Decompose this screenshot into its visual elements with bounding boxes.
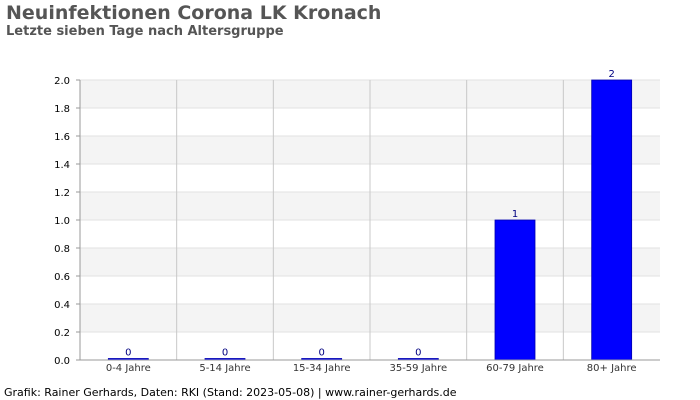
data-label: 2	[608, 69, 614, 80]
y-tick-label: 1.8	[54, 104, 70, 115]
bars	[107, 79, 633, 361]
y-tick-label: 0.4	[54, 300, 70, 311]
y-tick-label: 2.0	[54, 76, 70, 87]
data-label: 0	[125, 348, 131, 359]
data-label: 0	[318, 348, 324, 359]
x-tick-label: 80+ Jahre	[587, 363, 637, 374]
data-label: 1	[512, 209, 518, 220]
x-tick-label: 5-14 Jahre	[199, 363, 250, 374]
vertical-gridlines	[176, 80, 564, 360]
y-tick-label: 0.8	[54, 244, 70, 255]
y-tick-label: 0.6	[54, 272, 70, 283]
y-tick-label: 1.4	[54, 160, 70, 171]
x-tick-label: 60-79 Jahre	[486, 363, 544, 374]
source-credit: Grafik: Rainer Gerhards, Daten: RKI (Sta…	[4, 386, 457, 399]
y-tick-label: 1.6	[54, 132, 70, 143]
bar	[591, 79, 633, 361]
x-tick-label: 35-59 Jahre	[389, 363, 447, 374]
x-tick-label: 0-4 Jahre	[106, 363, 151, 374]
data-labels: 0 0 0 0 1 2	[125, 69, 615, 359]
y-tick-label: 1.2	[54, 188, 70, 199]
chart-title: Neuinfektionen Corona LK Kronach	[6, 2, 382, 24]
y-tick-label: 0.2	[54, 328, 70, 339]
y-tick-label: 1.0	[54, 216, 70, 227]
x-tick-label: 15-34 Jahre	[293, 363, 351, 374]
y-tick-label: 0.0	[54, 356, 70, 367]
data-label: 0	[415, 348, 421, 359]
chart-subtitle: Letzte sieben Tage nach Altersgruppe	[6, 24, 284, 39]
y-axis-ticks: 0.0 0.2 0.4 0.6 0.8 1.0 1.2 1.4 1.6 1.8 2.0	[54, 76, 80, 367]
x-axis-ticks: 0-4 Jahre 5-14 Jahre 15-34 Jahre 35-59 Jahr…	[106, 363, 637, 374]
bar	[494, 219, 536, 361]
data-label: 0	[222, 348, 228, 359]
